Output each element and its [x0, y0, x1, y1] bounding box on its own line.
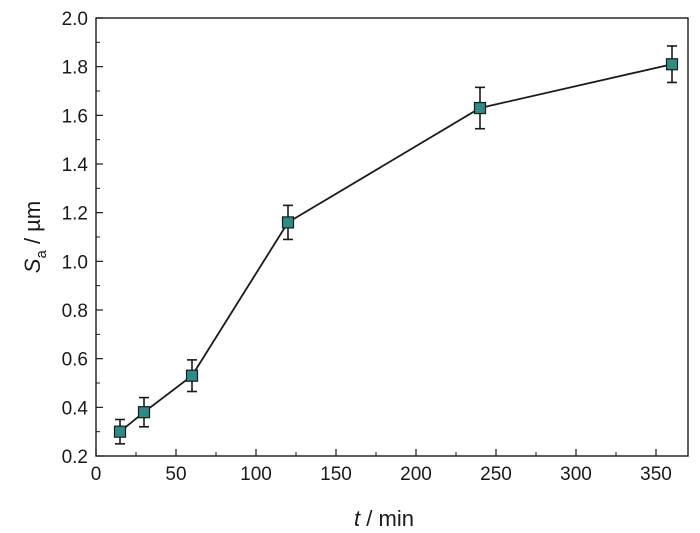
x-axis-unit: / min: [360, 506, 414, 531]
x-tick-label: 200: [400, 464, 432, 485]
data-point-marker: [473, 101, 487, 115]
y-tick-label: 1.0: [62, 252, 88, 273]
x-tick-label: 300: [560, 464, 592, 485]
x-tick-label: 0: [91, 464, 102, 485]
y-axis-subscript: a: [33, 250, 50, 259]
series-line: [119, 63, 673, 433]
y-tick-label: 0.8: [62, 301, 88, 322]
plot-area: 0 50 100 150 200 250 300 350 0.2 0.4 0.6 0.8 1.0 1.2 1…: [62, 9, 689, 485]
y-tick-label: 2.0: [62, 9, 88, 30]
y-axis-unit: / µm: [20, 201, 45, 250]
y-tick-label: 0.4: [62, 398, 89, 419]
data-point-marker: [137, 406, 151, 419]
data-point-marker: [281, 216, 295, 229]
y-tick-label: 0.6: [62, 350, 88, 371]
plot-frame: [95, 17, 689, 457]
y-tick-label: 1.8: [62, 58, 88, 79]
data-point-marker: [665, 58, 679, 71]
x-tick-label: 250: [480, 464, 512, 485]
data-point-marker: [113, 425, 127, 438]
y-tick-label: 1.2: [62, 204, 88, 225]
x-tick-label: 100: [240, 464, 272, 485]
x-axis-title: t / min: [354, 506, 414, 531]
y-axis-title: Sa / µm: [20, 201, 50, 273]
x-tick-label: 350: [640, 464, 672, 485]
y-axis-symbol: S: [20, 258, 45, 273]
y-tick-label: 0.2: [62, 447, 88, 468]
data-point-marker: [185, 369, 199, 382]
x-axis-symbol: t: [354, 506, 361, 531]
x-tick-label: 150: [320, 464, 352, 485]
y-tick-label: 1.6: [62, 106, 88, 127]
y-tick-label: 1.4: [62, 155, 89, 176]
x-tick-label: 50: [165, 464, 186, 485]
